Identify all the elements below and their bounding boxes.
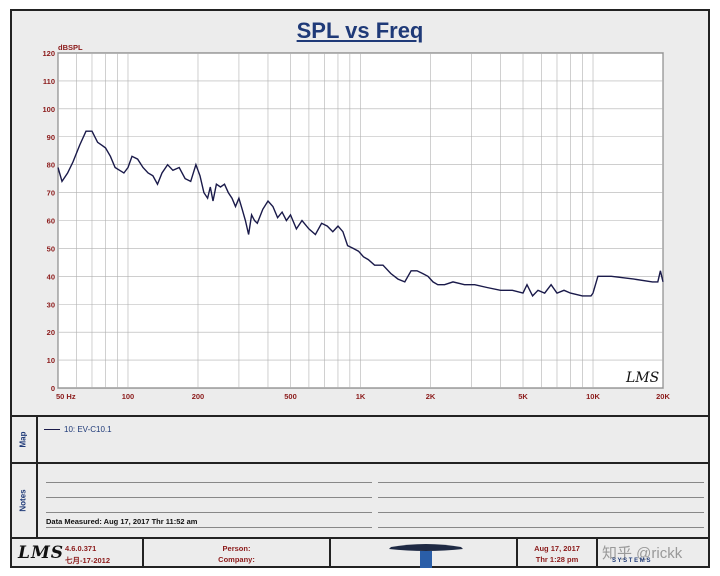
y-tick-label: 10 [47, 356, 55, 365]
watermark: 知乎 @rickk [602, 545, 683, 562]
legend-entry: 10: EV-C10.1 [64, 425, 112, 434]
y-axis-label: dBSPL [58, 43, 83, 52]
y-tick-label: 90 [47, 133, 55, 142]
map-section [10, 415, 710, 462]
notes-section [10, 462, 710, 537]
y-tick-label: 70 [47, 189, 55, 198]
footer-person-cell: Person: Company: [144, 539, 331, 568]
notes-line[interactable] [46, 497, 372, 498]
x-tick-label: 50 Hz [56, 392, 76, 401]
version-date-text: 七月-17-2012 [65, 556, 111, 565]
footer-graphic-cell [331, 539, 518, 568]
x-tick-label: 20K [656, 392, 670, 401]
legend[interactable]: 10: EV-C10.1 [44, 425, 112, 434]
x-tick-label: 500 [284, 392, 297, 401]
chart-title: SPL vs Freq [296, 18, 424, 43]
systems-text: S Y S T E M S [612, 558, 651, 564]
y-tick-label: 0 [51, 384, 55, 393]
speaker-graphic [389, 544, 463, 568]
y-tick-label: 100 [42, 105, 55, 114]
version-text: 4.6.0.371 [65, 544, 97, 553]
x-tick-label: 1K [356, 392, 366, 401]
y-tick-label: 110 [43, 77, 55, 86]
y-tick-label: 50 [47, 244, 55, 253]
y-tick-label: 40 [47, 272, 55, 281]
lms-logo: LMS [18, 543, 65, 563]
notes-line[interactable] [378, 512, 704, 513]
map-side-label: Map [10, 417, 38, 462]
y-tick-label: 30 [47, 300, 55, 309]
person-label: Person: [222, 544, 251, 553]
legend-swatch [44, 429, 60, 430]
y-tick-label: 120 [42, 49, 55, 58]
y-tick-label: 20 [47, 328, 55, 337]
y-tick-label: 60 [47, 217, 55, 226]
company-label: Company: [218, 555, 255, 564]
x-tick-label: 100 [122, 392, 135, 401]
x-tick-label: 5K [518, 392, 528, 401]
series-line-ev-c10-1 [57, 130, 664, 298]
x-tick-label: 2K [426, 392, 436, 401]
notes-line[interactable] [378, 482, 704, 483]
footer-time: Thr 1:28 pm [535, 555, 579, 564]
notes-line[interactable] [378, 527, 704, 528]
footer: LMS 4.6.0.371 七月-17-2012 Person: Company… [10, 537, 710, 568]
footer-date: Aug 17, 2017 [534, 544, 580, 553]
notes-line[interactable] [378, 497, 704, 498]
notes-line[interactable] [46, 512, 372, 513]
plot-lms-logo: LMS [625, 370, 659, 386]
notes-line[interactable] [46, 482, 372, 483]
notes-line[interactable] [46, 527, 372, 528]
notes-side-label: Notes [10, 464, 38, 537]
data-measured-text: Data Measured: Aug 17, 2017 Thr 11:52 am [46, 517, 198, 526]
x-tick-label: 10K [586, 392, 600, 401]
y-tick-label: 80 [47, 161, 55, 170]
footer-version-cell: LMS 4.6.0.371 七月-17-2012 [10, 539, 144, 568]
footer-systems-cell: 知乎 @rickk S Y S T E M S [598, 539, 706, 568]
footer-date-cell: Aug 17, 2017 Thr 1:28 pm [518, 539, 598, 568]
x-tick-label: 200 [192, 392, 205, 401]
